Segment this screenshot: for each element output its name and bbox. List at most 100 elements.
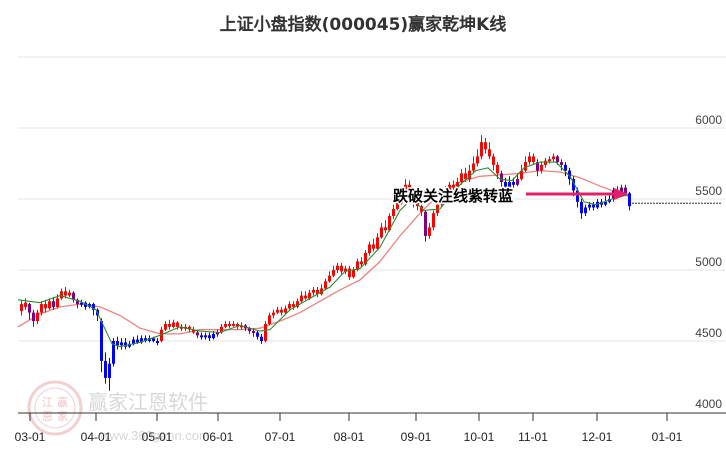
candle: [224, 323, 227, 327]
ma-short-line: [17, 161, 629, 348]
candle: [444, 190, 447, 197]
x-tick-label: 08-01: [334, 430, 365, 444]
y-tick-label: 5500: [695, 184, 722, 198]
candle: [116, 341, 119, 346]
candle: [264, 323, 267, 341]
candle: [452, 184, 455, 188]
ma-long-line: [17, 169, 629, 335]
candle: [448, 184, 451, 191]
candle: [568, 170, 571, 180]
candle: [408, 184, 411, 191]
candle: [24, 302, 27, 307]
candle: [340, 265, 343, 272]
candle: [336, 265, 339, 270]
ma-short-path: [17, 161, 629, 348]
candle: [28, 304, 31, 313]
candle: [160, 329, 163, 341]
candle: [40, 304, 43, 313]
candle: [564, 164, 567, 171]
candle: [20, 304, 23, 312]
candle: [348, 268, 351, 278]
arrow-head-icon: [614, 188, 628, 200]
candle: [396, 203, 399, 209]
candle: [168, 323, 171, 327]
watermark: 江 赢 恩 家 赢家江恩软件 www.360gann.com: [27, 380, 210, 443]
candle: [516, 179, 519, 185]
candle: [180, 326, 183, 329]
svg-text:恩: 恩: [42, 410, 53, 423]
candle: [540, 164, 543, 171]
candle: [620, 187, 623, 194]
candle: [124, 342, 127, 347]
candle: [140, 338, 143, 343]
candle: [204, 335, 207, 338]
candle: [300, 295, 303, 302]
candle: [512, 181, 515, 185]
candle: [112, 341, 115, 364]
candle: [624, 187, 627, 194]
candle: [536, 162, 539, 171]
candle: [488, 149, 491, 157]
candle: [164, 323, 167, 330]
candle: [216, 332, 219, 335]
candle: [108, 363, 111, 378]
candle: [176, 322, 179, 327]
x-tick-label: 09-01: [401, 430, 432, 444]
candle: [592, 204, 595, 208]
candle: [484, 142, 487, 150]
x-tick-label: 04-01: [81, 430, 112, 444]
candle: [604, 201, 607, 205]
candle: [248, 328, 251, 332]
candle: [528, 156, 531, 163]
ma-long-path: [17, 169, 629, 335]
candle: [84, 302, 87, 307]
candle: [476, 156, 479, 164]
candle: [464, 173, 467, 180]
y-tick-label: 4000: [695, 397, 722, 411]
candle: [520, 170, 523, 180]
candle: [372, 244, 375, 249]
candle: [548, 159, 551, 162]
candle: [228, 323, 231, 326]
candle: [284, 308, 287, 313]
candle: [468, 170, 471, 180]
candle: [316, 289, 319, 295]
candle: [132, 339, 135, 344]
candle: [344, 268, 347, 272]
candle: [56, 298, 59, 307]
candle: [376, 237, 379, 249]
annotation: 跌破关注线紫转蓝: [392, 186, 628, 207]
x-tick-label: 06-01: [203, 430, 234, 444]
candle: [308, 292, 311, 299]
candle: [472, 163, 475, 171]
candle: [588, 204, 591, 208]
x-tick-label: 07-01: [265, 430, 296, 444]
candle: [420, 206, 423, 212]
candle: [44, 304, 47, 309]
candle: [220, 326, 223, 333]
candle: [288, 304, 291, 309]
candle: [368, 244, 371, 253]
candle: [128, 343, 131, 347]
candle: [32, 312, 35, 322]
candle: [192, 329, 195, 333]
candle: [48, 301, 51, 309]
candle: [256, 332, 259, 337]
candle: [524, 162, 527, 171]
candle: [584, 207, 587, 214]
svg-text:家: 家: [57, 409, 68, 423]
x-tick-label: 10-01: [464, 430, 495, 444]
candle: [388, 216, 391, 231]
candle: [380, 227, 383, 238]
annotation-text: 跌破关注线紫转蓝: [393, 187, 513, 205]
candle: [356, 261, 359, 270]
candle: [324, 281, 327, 289]
candle: [400, 196, 403, 204]
candle: [312, 289, 315, 293]
candle: [120, 342, 123, 346]
candles: [20, 135, 631, 391]
candle: [272, 312, 275, 316]
candle: [424, 211, 427, 236]
y-tick-label: 5000: [695, 255, 722, 269]
